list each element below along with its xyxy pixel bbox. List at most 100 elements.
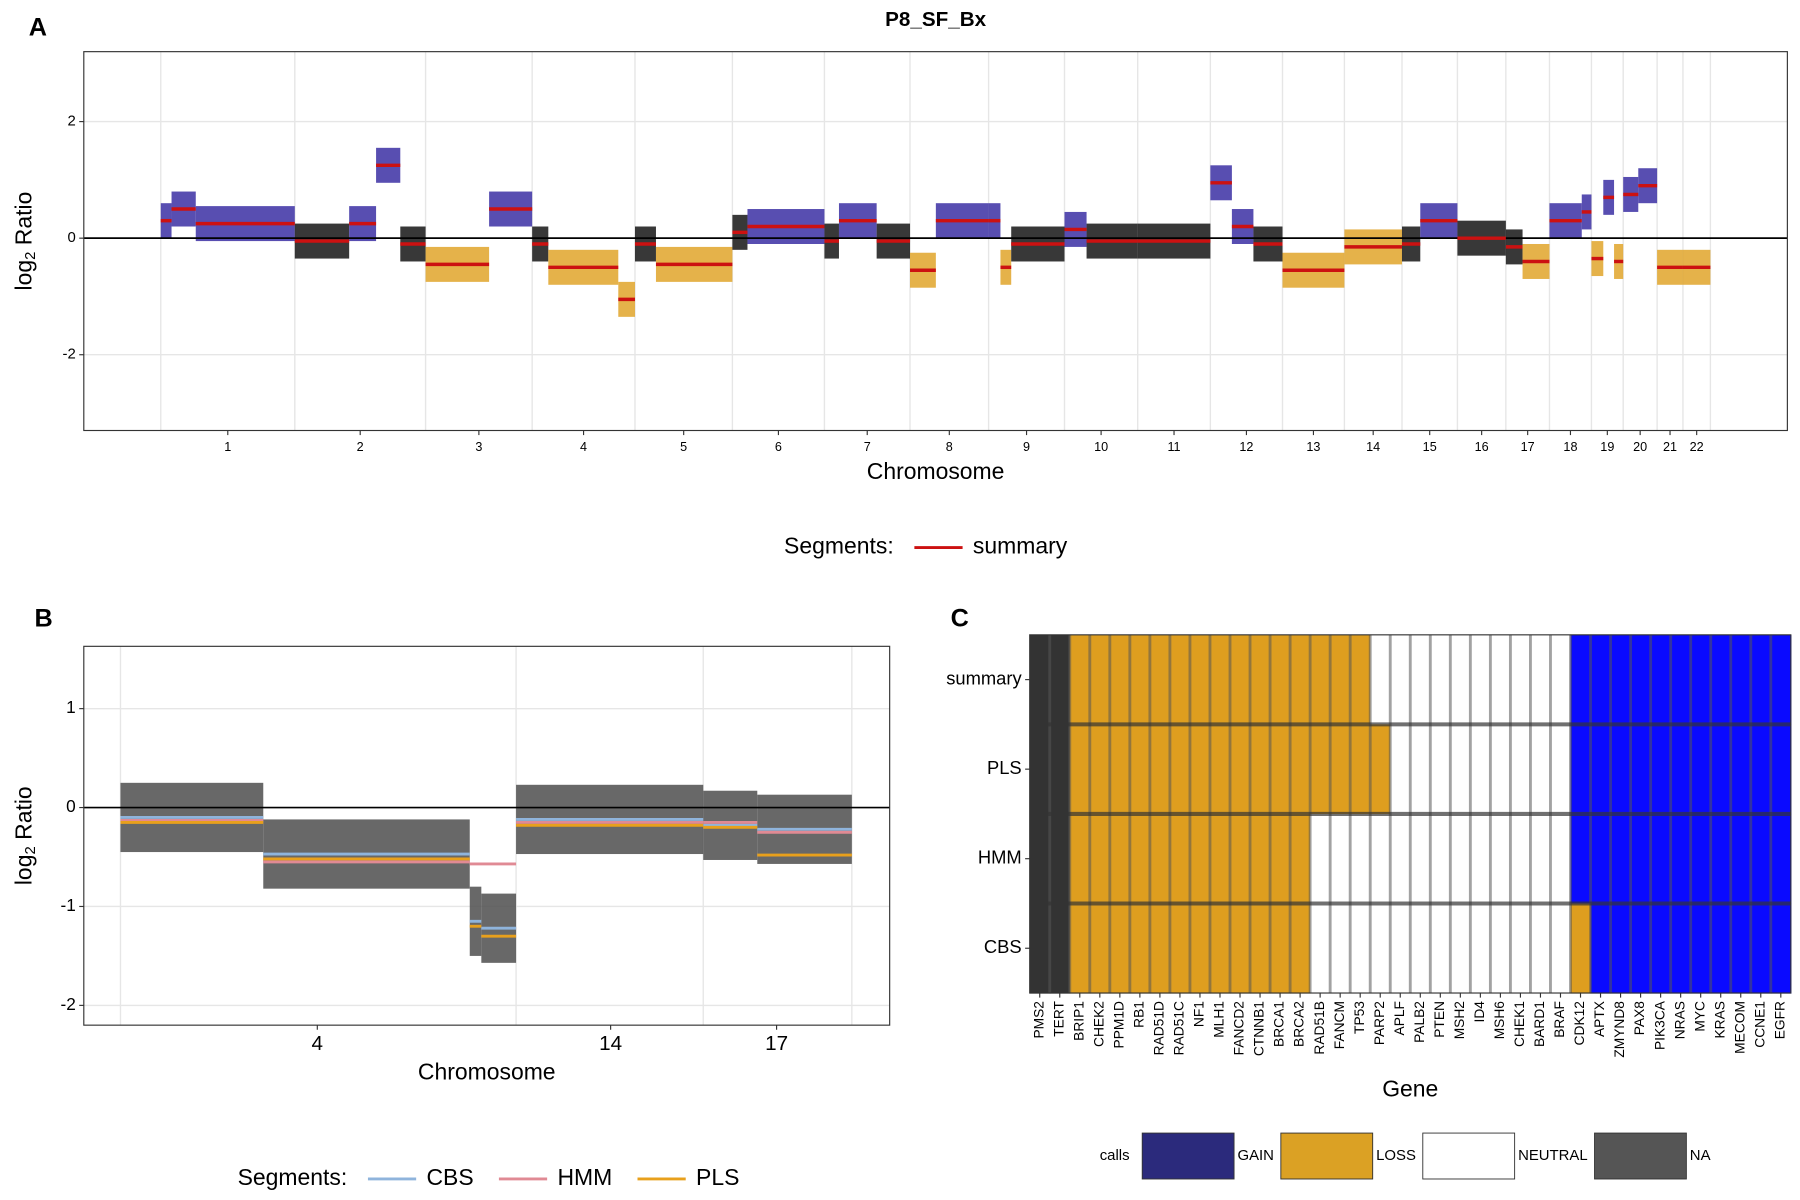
heatmap-tile	[1650, 634, 1672, 725]
y-tick-label: 1	[66, 697, 76, 717]
heatmap-tile	[1630, 724, 1652, 815]
heatmap-tile	[1590, 813, 1612, 905]
heatmap-tile	[1750, 724, 1772, 815]
x-tick-label: 21	[1663, 440, 1677, 454]
heatmap-tile	[1770, 813, 1792, 905]
x-tick-label: RAD51D	[1152, 1001, 1167, 1055]
heatmap-tile	[1089, 724, 1111, 815]
x-tick-label: 18	[1563, 440, 1577, 454]
heatmap-tile	[1089, 903, 1111, 994]
heatmap-tile	[1149, 634, 1171, 725]
heatmap-tile	[1490, 813, 1511, 905]
heatmap-tile	[1490, 634, 1511, 725]
legend-label: LOSS	[1376, 1147, 1416, 1164]
x-tick-label: CTNNB1	[1252, 1001, 1267, 1056]
heatmap-tile	[1189, 903, 1211, 994]
heatmap-tile	[1690, 813, 1712, 905]
heatmap-tile	[1089, 813, 1111, 905]
heatmap-tile	[1209, 813, 1231, 905]
heatmap-tile	[1109, 724, 1131, 815]
heatmap-tile	[1510, 903, 1532, 994]
x-axis-title: Gene	[1382, 1076, 1438, 1102]
heatmap-tile	[1350, 813, 1371, 905]
heatmap-tile	[1270, 903, 1291, 994]
x-tick-label: MSH2	[1452, 1001, 1467, 1039]
heatmap-tile	[1290, 813, 1311, 905]
heatmap-tile	[1450, 813, 1471, 905]
heatmap-tile	[1710, 634, 1732, 725]
heatmap-tile	[1410, 724, 1431, 815]
heatmap-tile	[1390, 813, 1411, 905]
x-tick-label: APLF	[1392, 1001, 1407, 1035]
heatmap-tile	[1530, 634, 1552, 725]
heatmap-tile	[1510, 634, 1532, 725]
legend-title: Segments:	[238, 1164, 348, 1190]
heatmap-tile	[1570, 813, 1592, 905]
heatmap-tile	[1530, 813, 1552, 905]
heatmap-tile	[1730, 903, 1752, 994]
heatmap-tile	[1470, 813, 1491, 905]
heatmap-tile	[1230, 634, 1251, 725]
x-tick-label: APTX	[1592, 1001, 1607, 1037]
heatmap-tile	[1029, 724, 1051, 815]
x-tick-label: 14	[599, 1032, 622, 1055]
heatmap-tile	[1550, 903, 1572, 994]
heatmap-tile	[1250, 903, 1271, 994]
heatmap-tile	[1610, 634, 1632, 725]
x-tick-label: PPM1D	[1111, 1001, 1126, 1048]
heatmap-tile	[1230, 724, 1251, 815]
x-tick-label: 8	[946, 440, 953, 454]
heatmap-tile	[1069, 634, 1091, 725]
x-tick-label: 15	[1423, 440, 1437, 454]
plot-border	[1029, 634, 1792, 994]
y-axis-title-sub: 2	[22, 846, 39, 854]
legend-swatch	[1594, 1132, 1687, 1180]
heatmap-tile	[1750, 634, 1772, 725]
heatmap-tile	[1390, 903, 1411, 994]
heatmap-tile	[1270, 813, 1291, 905]
heatmap-tile	[1370, 813, 1391, 905]
x-tick-label: 17	[765, 1032, 788, 1055]
x-tick-label: ZMYND8	[1612, 1001, 1627, 1058]
x-tick-label: CHEK2	[1091, 1001, 1106, 1047]
heatmap-tile	[1570, 724, 1592, 815]
heatmap-tile	[1250, 724, 1271, 815]
heatmap-tile	[1490, 903, 1511, 994]
y-tick-label: 2	[67, 113, 75, 130]
x-tick-label: RAD51B	[1312, 1001, 1327, 1055]
heatmap-tile	[1290, 724, 1311, 815]
heatmap-tile	[1069, 813, 1091, 905]
x-tick-label: RB1	[1132, 1001, 1147, 1028]
x-tick-label: 19	[1600, 440, 1614, 454]
heatmap-tile	[1169, 634, 1191, 725]
heatmap-tile	[1410, 634, 1431, 725]
heatmap-tile	[1550, 813, 1572, 905]
y-axis-title-part: log	[10, 260, 36, 291]
heatmap-tile	[1350, 724, 1371, 815]
heatmap-tile	[1290, 903, 1311, 994]
legend-label: GAIN	[1237, 1147, 1273, 1164]
heatmap-tile	[1370, 634, 1391, 725]
x-tick-label: PTEN	[1432, 1001, 1447, 1038]
heatmap-tile	[1189, 724, 1211, 815]
heatmap-tile	[1670, 724, 1692, 815]
heatmap-tile	[1590, 724, 1612, 815]
heatmap-tile	[1209, 903, 1231, 994]
x-tick-label: 12	[1239, 440, 1253, 454]
heatmap-tile	[1250, 813, 1271, 905]
x-tick-label: MSH6	[1492, 1001, 1507, 1040]
x-tick-label: 1	[224, 440, 231, 454]
heatmap-tile	[1129, 724, 1151, 815]
x-tick-label: BRIP1	[1071, 1001, 1086, 1041]
heatmap-tile	[1029, 634, 1051, 725]
heatmap-tile	[1770, 903, 1792, 994]
x-tick-label: 11	[1167, 440, 1180, 454]
x-tick-label: MECOM	[1732, 1001, 1747, 1054]
heatmap-tile	[1750, 903, 1772, 994]
heatmap-tile	[1430, 903, 1451, 994]
heatmap-tile	[1550, 634, 1572, 725]
x-tick-label: PALB2	[1412, 1001, 1427, 1043]
heatmap-tile	[1129, 634, 1151, 725]
heatmap-tile	[1730, 813, 1752, 905]
x-tick-label: BARD1	[1532, 1001, 1547, 1047]
